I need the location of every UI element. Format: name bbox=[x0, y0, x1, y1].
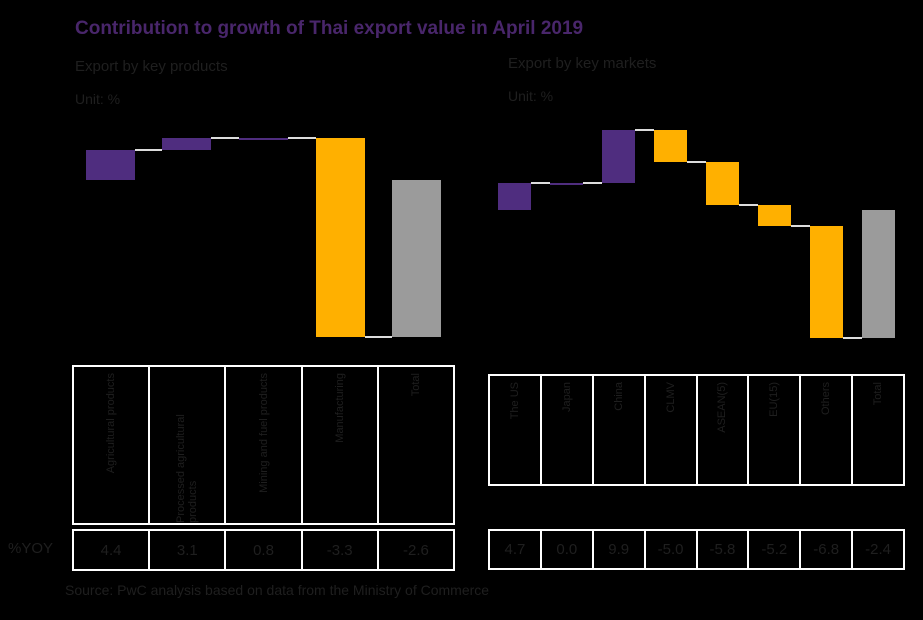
category-cell: Mining and fuel products bbox=[226, 367, 303, 523]
right-category-table: The US Japan China CLMV ASEAN(5) EU(15) Others… bbox=[488, 374, 905, 486]
waterfall-bar-eu-15- bbox=[758, 205, 791, 226]
waterfall-bar-asean-5- bbox=[706, 162, 739, 205]
yoy-row-label: %YOY bbox=[8, 540, 54, 557]
waterfall-bar-clmv bbox=[654, 130, 687, 162]
right-chart-unit-label: Unit: % bbox=[508, 88, 554, 104]
category-cell: The US bbox=[490, 376, 542, 484]
yoy-value: 3.1 bbox=[150, 531, 227, 569]
waterfall-bar-china bbox=[602, 130, 635, 183]
category-label: Processed agricultural products bbox=[175, 414, 200, 523]
category-cell: EU(15) bbox=[749, 376, 802, 484]
category-label: Manufacturing bbox=[333, 373, 346, 443]
waterfall-connector bbox=[635, 129, 654, 131]
yoy-value: 0.0 bbox=[542, 531, 594, 568]
left-category-table: Agricultural products Processed agricultu… bbox=[72, 365, 455, 525]
category-label: CLMV bbox=[664, 382, 677, 413]
yoy-value: -5.2 bbox=[749, 531, 802, 568]
category-label: Agricultural products bbox=[105, 373, 118, 474]
right-yoy-value-row: 4.7 0.0 9.9 -5.0 -5.8 -5.2 -6.8 -2.4 bbox=[488, 529, 905, 570]
waterfall-bar-agricultural-products bbox=[86, 150, 135, 180]
yoy-value: -2.4 bbox=[865, 541, 891, 558]
waterfall-connector bbox=[365, 336, 392, 338]
category-cell: Total bbox=[853, 376, 903, 484]
category-cell: China bbox=[594, 376, 646, 484]
waterfall-connector bbox=[843, 337, 862, 339]
waterfall-connector bbox=[531, 182, 550, 184]
total-bar-total bbox=[392, 180, 441, 337]
figure-title: Contribution to growth of Thai export va… bbox=[75, 18, 584, 39]
waterfall-connector bbox=[739, 204, 758, 206]
category-cell: CLMV bbox=[646, 376, 698, 484]
category-label: Japan bbox=[560, 382, 573, 412]
left-chart-subtitle: Export by key products bbox=[75, 58, 228, 75]
category-cell: Processed agricultural products bbox=[150, 367, 227, 523]
category-label: EU(15) bbox=[768, 382, 781, 417]
category-cell: ASEAN(5) bbox=[698, 376, 750, 484]
waterfall-connector bbox=[687, 161, 706, 163]
left-waterfall-plot bbox=[72, 120, 455, 361]
category-label: The US bbox=[508, 382, 521, 420]
category-cell: Manufacturing bbox=[303, 367, 379, 523]
waterfall-connector bbox=[288, 137, 316, 139]
yoy-value: -6.8 bbox=[801, 531, 854, 568]
category-label: Mining and fuel products bbox=[257, 373, 270, 493]
waterfall-bar-manufacturing bbox=[316, 138, 365, 337]
category-cell: Japan bbox=[542, 376, 594, 484]
left-chart-unit-label: Unit: % bbox=[75, 91, 121, 107]
yoy-value: -5.0 bbox=[646, 531, 698, 568]
category-label: Total bbox=[872, 382, 885, 406]
category-label: Others bbox=[820, 382, 833, 416]
waterfall-bar-the-us bbox=[498, 183, 531, 210]
left-yoy-value-row: 4.4 3.1 0.8 -3.3 -2.6 bbox=[72, 529, 455, 571]
yoy-value: 0.8 bbox=[226, 531, 303, 569]
yoy-value: 9.9 bbox=[594, 531, 646, 568]
waterfall-connector bbox=[135, 149, 162, 151]
yoy-value: 4.7 bbox=[490, 531, 542, 568]
yoy-value: 4.4 bbox=[74, 531, 151, 569]
total-bar-total bbox=[862, 210, 895, 338]
waterfall-bar-japan bbox=[550, 183, 583, 185]
right-waterfall-plot bbox=[488, 112, 905, 362]
waterfall-bar-others bbox=[810, 226, 843, 338]
category-label: Total bbox=[409, 373, 422, 397]
category-cell: Total bbox=[379, 367, 453, 523]
right-chart-subtitle: Export by key markets bbox=[508, 55, 657, 72]
category-label: ASEAN(5) bbox=[716, 382, 729, 433]
yoy-value: -5.8 bbox=[698, 531, 750, 568]
waterfall-bar-mining-and-fuel-products bbox=[239, 138, 288, 140]
category-cell: Agricultural products bbox=[74, 367, 151, 523]
category-cell: Others bbox=[801, 376, 854, 484]
waterfall-connector bbox=[791, 225, 810, 227]
waterfall-connector bbox=[211, 137, 239, 139]
category-label: China bbox=[612, 382, 625, 411]
waterfall-bar-processed-agricultural-products bbox=[162, 138, 211, 150]
yoy-value: -3.3 bbox=[303, 531, 379, 569]
waterfall-connector bbox=[583, 182, 602, 184]
source-note: Source: PwC analysis based on data from … bbox=[65, 582, 490, 598]
yoy-value: -2.6 bbox=[402, 541, 429, 559]
